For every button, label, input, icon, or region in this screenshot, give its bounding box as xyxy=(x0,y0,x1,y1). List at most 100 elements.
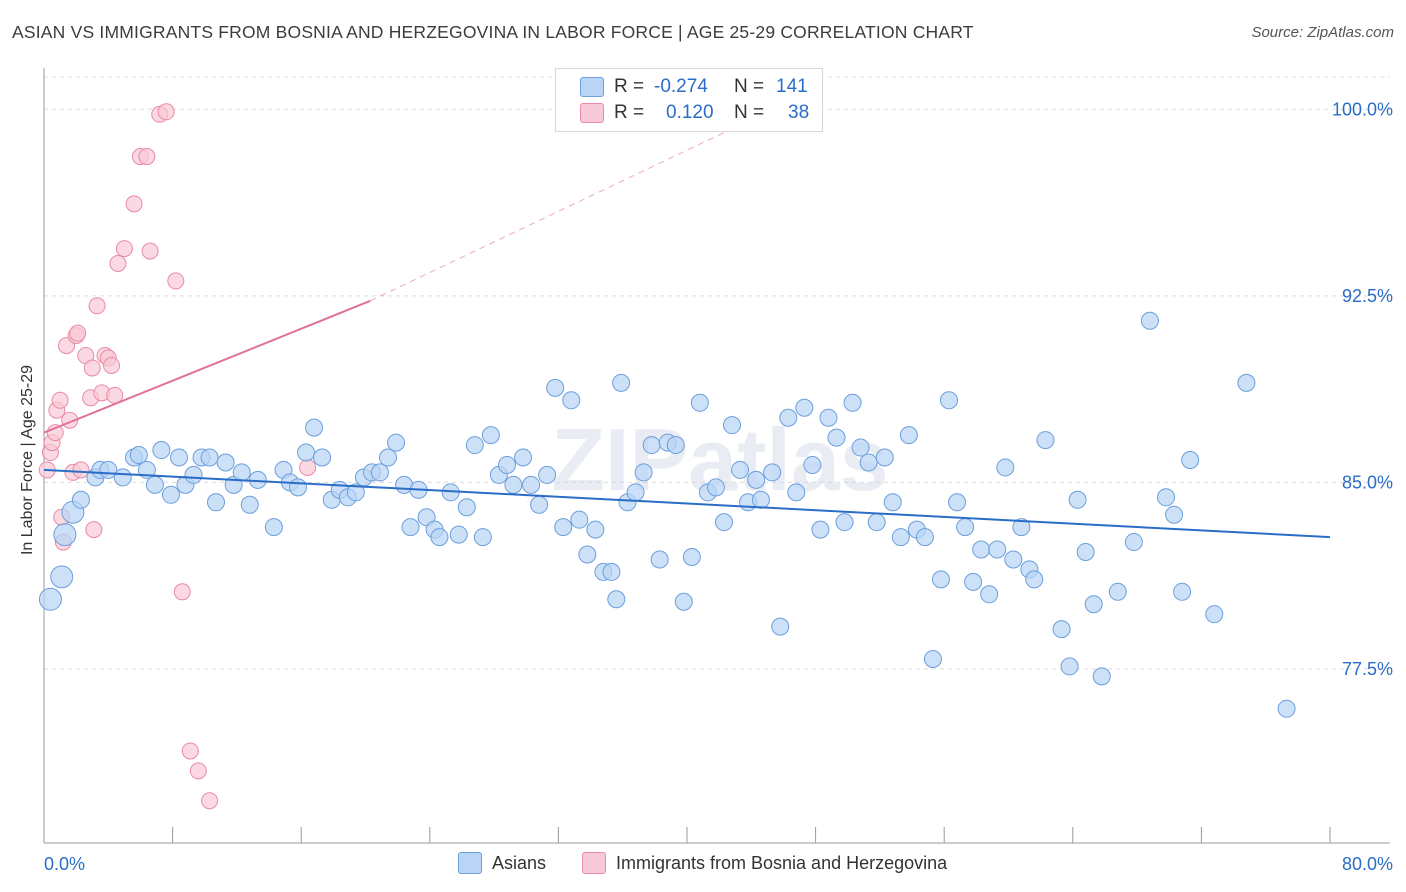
n-value: 141 xyxy=(776,76,808,97)
bosnia-point xyxy=(138,148,156,166)
asians-point xyxy=(129,446,148,465)
bosnia-point xyxy=(88,297,106,315)
asians-point xyxy=(1025,570,1044,589)
asians-point xyxy=(851,438,870,457)
asians-point xyxy=(731,460,750,479)
asians-point xyxy=(771,617,790,636)
bosnia-point xyxy=(167,272,185,290)
asians-point xyxy=(370,463,389,482)
asians-point xyxy=(1092,667,1111,686)
asians-point xyxy=(634,463,653,482)
legend-label-asians: Asians xyxy=(492,852,547,873)
asians-point xyxy=(554,518,573,537)
asians-point xyxy=(504,475,523,494)
bosnia-point xyxy=(299,458,317,476)
asians-point xyxy=(899,426,918,445)
asians-point xyxy=(1052,620,1071,639)
asians-point xyxy=(1012,518,1031,537)
asians-point xyxy=(570,510,589,529)
asians-point xyxy=(481,426,500,445)
x-tick-label: 80.0% xyxy=(1342,854,1393,874)
asians-point xyxy=(449,525,468,544)
r-label: R = xyxy=(614,76,645,97)
asians-point xyxy=(795,398,814,417)
asians-point xyxy=(626,483,645,502)
asians-point xyxy=(787,483,806,502)
bosnia-trend-extension xyxy=(370,103,784,302)
asians-point xyxy=(835,513,854,532)
asians-point xyxy=(915,528,934,547)
bosnia-legend-swatch xyxy=(582,852,606,874)
bosnia-point xyxy=(72,461,90,479)
asians-point xyxy=(972,540,991,559)
asians-point xyxy=(607,590,626,609)
asians-point xyxy=(940,391,959,410)
asians-point xyxy=(514,448,533,467)
asians-point xyxy=(1173,582,1192,601)
asians-point xyxy=(843,393,862,412)
bosnia-point xyxy=(181,742,199,760)
asians-point xyxy=(1108,582,1127,601)
tick-labels: 77.5% 85.0% 92.5% 100.0% 0.0% 80.0% xyxy=(44,99,1393,874)
asians-point xyxy=(346,483,365,502)
asians-point xyxy=(497,455,516,474)
asians-point xyxy=(682,547,701,566)
asians-point xyxy=(650,550,669,569)
asians-point xyxy=(522,475,541,494)
asians-point xyxy=(50,565,74,589)
asians-point xyxy=(401,518,420,537)
bosnia-point xyxy=(83,359,101,377)
asians-point xyxy=(38,587,62,611)
asians-point xyxy=(161,485,180,504)
asians-point xyxy=(674,592,693,611)
asians-point xyxy=(232,463,251,482)
asians-point xyxy=(642,436,661,455)
asians-point xyxy=(387,433,406,452)
asians-point xyxy=(690,393,709,412)
asians-point xyxy=(1157,488,1176,507)
legend-item-bosnia[interactable]: Immigrants from Bosnia and Herzegovina xyxy=(582,852,947,874)
asians-swatch xyxy=(580,77,604,97)
asians-point xyxy=(803,455,822,474)
asians-point xyxy=(71,490,90,509)
bosnia-point xyxy=(157,103,175,121)
y-tick-label: 85.0% xyxy=(1342,472,1393,492)
bosnia-point xyxy=(69,324,87,342)
legend-item-asians[interactable]: Asians xyxy=(458,852,546,874)
asians-point xyxy=(200,448,219,467)
asians-point xyxy=(297,443,316,462)
bosnia-point xyxy=(103,356,121,374)
asians-point xyxy=(473,528,492,547)
n-label: N = xyxy=(734,76,765,97)
legend: Asians Immigrants from Bosnia and Herzeg… xyxy=(0,852,1406,878)
asians-point xyxy=(819,408,838,427)
r-label: R = xyxy=(614,102,645,123)
bosnia-point xyxy=(173,583,191,601)
bosnia-point xyxy=(141,242,159,260)
asians-point xyxy=(546,378,565,397)
asians-point xyxy=(747,470,766,489)
asians-point xyxy=(827,428,846,447)
asians-point xyxy=(430,528,449,547)
asians-point xyxy=(1124,533,1143,552)
asians-point xyxy=(184,465,203,484)
asians-trend-line xyxy=(43,468,1331,539)
asians-point xyxy=(578,545,597,564)
bosnia-point xyxy=(51,391,69,409)
asians-point xyxy=(811,520,830,539)
asians-point xyxy=(240,495,259,514)
asians-point xyxy=(207,493,226,512)
asians-point xyxy=(465,436,484,455)
asians-point xyxy=(1181,450,1200,469)
asians-point xyxy=(714,513,733,532)
source-label: Source: ZipAtlas.com xyxy=(1251,24,1394,41)
asians-point xyxy=(152,441,171,460)
asians-point xyxy=(530,495,549,514)
grid-lines xyxy=(44,76,1390,670)
asians-point xyxy=(1076,543,1095,562)
asians-point xyxy=(562,391,581,410)
legend-label-bosnia: Immigrants from Bosnia and Herzegovina xyxy=(616,852,948,873)
asians-point xyxy=(379,448,398,467)
asians-legend-swatch xyxy=(458,852,482,874)
